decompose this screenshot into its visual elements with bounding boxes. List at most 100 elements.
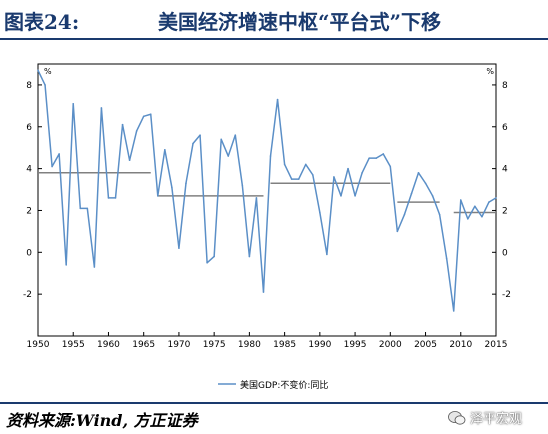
gdp-data-point bbox=[248, 255, 251, 258]
gdp-data-point bbox=[93, 266, 96, 268]
gdp-data-point bbox=[142, 115, 145, 118]
gdp-data-point bbox=[79, 207, 82, 210]
gdp-data-point bbox=[333, 176, 335, 178]
x-tick-label: 1955 bbox=[62, 340, 85, 350]
gdp-data-point bbox=[199, 134, 201, 136]
gdp-data-point bbox=[474, 205, 476, 208]
gdp-data-point bbox=[312, 174, 314, 176]
legend-label: 美国GDP:不变价:同比 bbox=[240, 379, 328, 391]
y-tick-label-right: 4 bbox=[502, 165, 508, 175]
gdp-data-point bbox=[354, 195, 356, 197]
gdp-data-point bbox=[347, 167, 349, 170]
gdp-data-point bbox=[171, 186, 173, 189]
gdp-series-line bbox=[37, 69, 497, 312]
y-tick-label-left: 0 bbox=[26, 248, 32, 258]
y-tick-label-right: 2 bbox=[502, 206, 508, 216]
average-lines bbox=[38, 172, 496, 214]
gdp-data-point bbox=[58, 153, 60, 155]
x-tick-label: 2010 bbox=[449, 340, 472, 350]
gdp-data-point bbox=[297, 178, 300, 180]
gdp-data-point bbox=[262, 291, 265, 293]
x-tick-label: 1950 bbox=[27, 340, 50, 350]
gdp-data-point bbox=[255, 197, 258, 199]
x-tick-label: 1960 bbox=[97, 340, 120, 350]
gdp-data-point bbox=[276, 98, 279, 101]
gdp-data-point bbox=[389, 165, 392, 168]
gdp-data-point bbox=[107, 197, 110, 199]
y-tick-label-left: 2 bbox=[26, 206, 32, 216]
title-rule bbox=[0, 38, 548, 40]
x-tick-label: 1980 bbox=[238, 340, 261, 350]
x-tick-label: 1995 bbox=[344, 340, 367, 350]
gdp-data-point bbox=[121, 123, 124, 126]
gdp-data-point bbox=[86, 207, 89, 210]
figure-title: 美国经济增速中枢“平台式”下移 bbox=[158, 10, 442, 34]
gdp-data-point bbox=[375, 157, 378, 159]
gdp-data-point bbox=[340, 195, 342, 197]
gdp-data-point bbox=[220, 138, 222, 141]
gdp-data-point bbox=[44, 84, 46, 86]
gdp-data-point bbox=[368, 157, 370, 159]
gdp-data-point bbox=[234, 134, 237, 136]
wechat-icon bbox=[448, 410, 466, 425]
plot-frame bbox=[37, 63, 497, 337]
gdp-data-point bbox=[438, 213, 441, 216]
gdp-data-point bbox=[361, 172, 363, 174]
title-bar: 图表24: 美国经济增速中枢“平台式”下移 bbox=[0, 0, 548, 40]
gdp-data-point bbox=[431, 195, 434, 197]
y-tick-label-left: 6 bbox=[26, 123, 32, 133]
gdp-data-point bbox=[382, 153, 385, 155]
gdp-data-point bbox=[417, 172, 420, 174]
gdp-data-point bbox=[304, 163, 307, 166]
gdp-data-point bbox=[424, 182, 427, 185]
x-tick-label: 1990 bbox=[308, 340, 331, 350]
axes: 1950 1955 1960 1965 1970 1975 1980 1985 1990 1995… bbox=[23, 81, 511, 350]
gdp-data-point bbox=[192, 142, 194, 145]
gdp-data-point bbox=[396, 230, 399, 233]
gdp-data-point bbox=[149, 113, 152, 116]
y-tick-label-left: 8 bbox=[26, 81, 32, 91]
gdp-data-point bbox=[51, 165, 53, 168]
gdp-data-point bbox=[100, 107, 103, 109]
x-tick-label: 1975 bbox=[203, 340, 226, 350]
gdp-data-point bbox=[241, 184, 244, 187]
legend: 美国GDP:不变价:同比 bbox=[218, 379, 328, 391]
x-tick-label: 1985 bbox=[273, 340, 296, 350]
gdp-data-point bbox=[410, 192, 413, 195]
gdp-data-point bbox=[114, 197, 117, 199]
chart-area: 1950 1955 1960 1965 1970 1975 1980 1985 1990 1995… bbox=[0, 42, 548, 398]
y-tick-label-right: -2 bbox=[502, 290, 511, 300]
gdp-data-point bbox=[128, 159, 131, 162]
gdp-data-point bbox=[290, 178, 293, 180]
watermark-text: 泽平宏观 bbox=[470, 412, 523, 427]
y-tick-label-right: 6 bbox=[502, 123, 508, 133]
gdp-data-point bbox=[37, 69, 39, 72]
gdp-data-point bbox=[178, 247, 180, 249]
gdp-data-point bbox=[269, 155, 272, 157]
y-axis-unit-left: % bbox=[44, 67, 52, 76]
y-tick-label-right: 0 bbox=[502, 248, 508, 258]
gdp-data-point bbox=[156, 195, 159, 197]
source-rule bbox=[0, 402, 548, 404]
x-tick-label: 1970 bbox=[167, 340, 190, 350]
figure-label: 图表24: bbox=[4, 10, 80, 34]
gdp-data-point bbox=[452, 310, 455, 312]
gdp-data-point bbox=[459, 199, 462, 201]
gdp-data-point bbox=[326, 253, 328, 256]
watermark: 泽平宏观 bbox=[448, 408, 522, 427]
gdp-data-point bbox=[481, 215, 483, 218]
gdp-data-point bbox=[467, 218, 469, 220]
gdp-data-point bbox=[283, 163, 286, 166]
y-tick-label-left: 4 bbox=[26, 165, 32, 175]
y-tick-label-right: 8 bbox=[502, 81, 508, 91]
gdp-data-point bbox=[135, 130, 138, 132]
gdp-data-point bbox=[488, 201, 490, 203]
gdp-data-point bbox=[495, 197, 497, 199]
y-axis-unit-right: % bbox=[486, 67, 494, 76]
x-tick-label: 2000 bbox=[379, 340, 402, 350]
series-layer bbox=[37, 69, 497, 312]
gdp-data-point bbox=[227, 155, 230, 157]
gdp-data-point bbox=[72, 102, 75, 105]
gdp-data-point bbox=[445, 257, 448, 260]
y-tick-label-left: -2 bbox=[23, 290, 32, 300]
